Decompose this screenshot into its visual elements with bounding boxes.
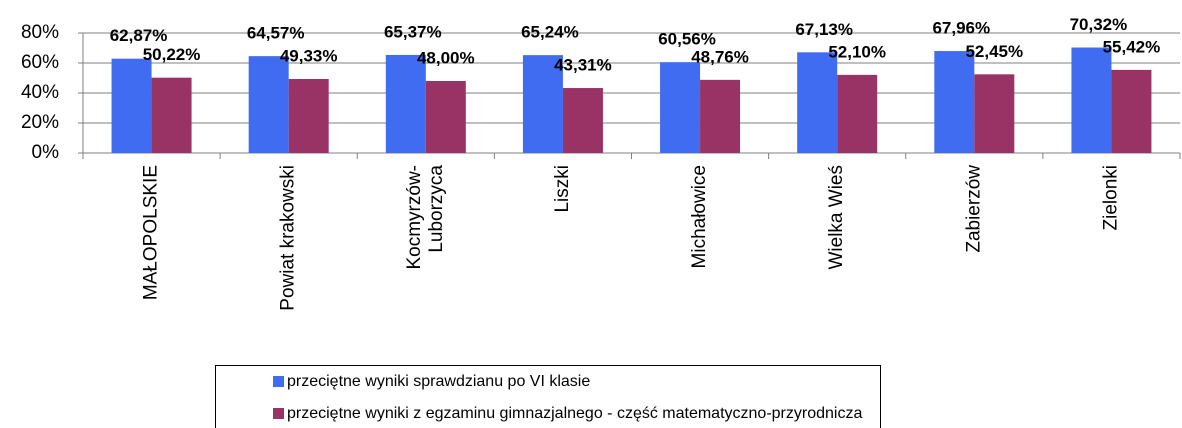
- bar: [974, 74, 1015, 153]
- bar: [1071, 47, 1112, 153]
- x-tick-label: Zabierzów: [963, 165, 984, 253]
- bar: [522, 55, 563, 153]
- value-label: 62,87%: [110, 26, 168, 45]
- value-label: 65,37%: [384, 22, 442, 41]
- bar: [1111, 69, 1152, 153]
- value-label: 52,10%: [828, 42, 886, 61]
- x-tick-label: Michałowice: [689, 165, 710, 268]
- x-tick-label: Wielka Wieś: [826, 165, 847, 270]
- bar: [797, 52, 838, 153]
- bar: [660, 62, 701, 153]
- bar: [837, 74, 878, 153]
- value-label: 50,22%: [143, 45, 201, 64]
- value-label: 55,42%: [1103, 37, 1161, 56]
- x-tick-label-line: Kocmyrzów-: [404, 165, 425, 270]
- x-tick-label-line: Luborzyca: [426, 165, 447, 253]
- value-label: 49,33%: [280, 46, 338, 65]
- bar: [248, 56, 289, 153]
- y-tick-label: 60%: [21, 52, 59, 73]
- value-label: 65,24%: [521, 23, 579, 42]
- legend-box: [215, 365, 881, 428]
- x-tick-label: Powiat krakowski: [278, 165, 299, 311]
- legend-swatch: [273, 376, 284, 387]
- value-label: 67,13%: [795, 20, 853, 39]
- x-tick-label: Kocmyrzów-Luborzyca: [404, 165, 447, 270]
- x-tick-label: MAŁOPOLSKIE: [141, 165, 162, 300]
- value-label: 70,32%: [1070, 15, 1128, 34]
- bar: [385, 54, 426, 153]
- bar: [425, 81, 466, 153]
- bar: [151, 77, 192, 153]
- y-tick-label: 40%: [21, 82, 59, 103]
- value-label: 60,56%: [658, 30, 716, 49]
- legend-swatch: [273, 408, 284, 419]
- legend-label: przeciętne wyniki z egzaminu gimnazjalne…: [287, 405, 862, 422]
- bar: [562, 88, 603, 153]
- x-tick-label: Liszki: [552, 165, 573, 213]
- value-label: 43,31%: [554, 56, 612, 75]
- value-label: 64,57%: [247, 24, 305, 43]
- bar: [288, 79, 329, 153]
- bar: [700, 79, 741, 153]
- x-tick-label: Zielonki: [1100, 165, 1121, 230]
- y-tick-label: 0%: [32, 142, 60, 163]
- y-tick-label: 20%: [21, 112, 59, 133]
- value-label: 52,45%: [965, 42, 1023, 61]
- bar: [111, 58, 152, 153]
- value-label: 67,96%: [932, 19, 990, 38]
- value-label: 48,00%: [417, 48, 475, 67]
- value-label: 48,76%: [691, 47, 749, 66]
- y-tick-label: 80%: [21, 22, 59, 43]
- bar: [934, 51, 975, 154]
- legend-label: przeciętne wyniki sprawdzianu po VI klas…: [287, 373, 590, 390]
